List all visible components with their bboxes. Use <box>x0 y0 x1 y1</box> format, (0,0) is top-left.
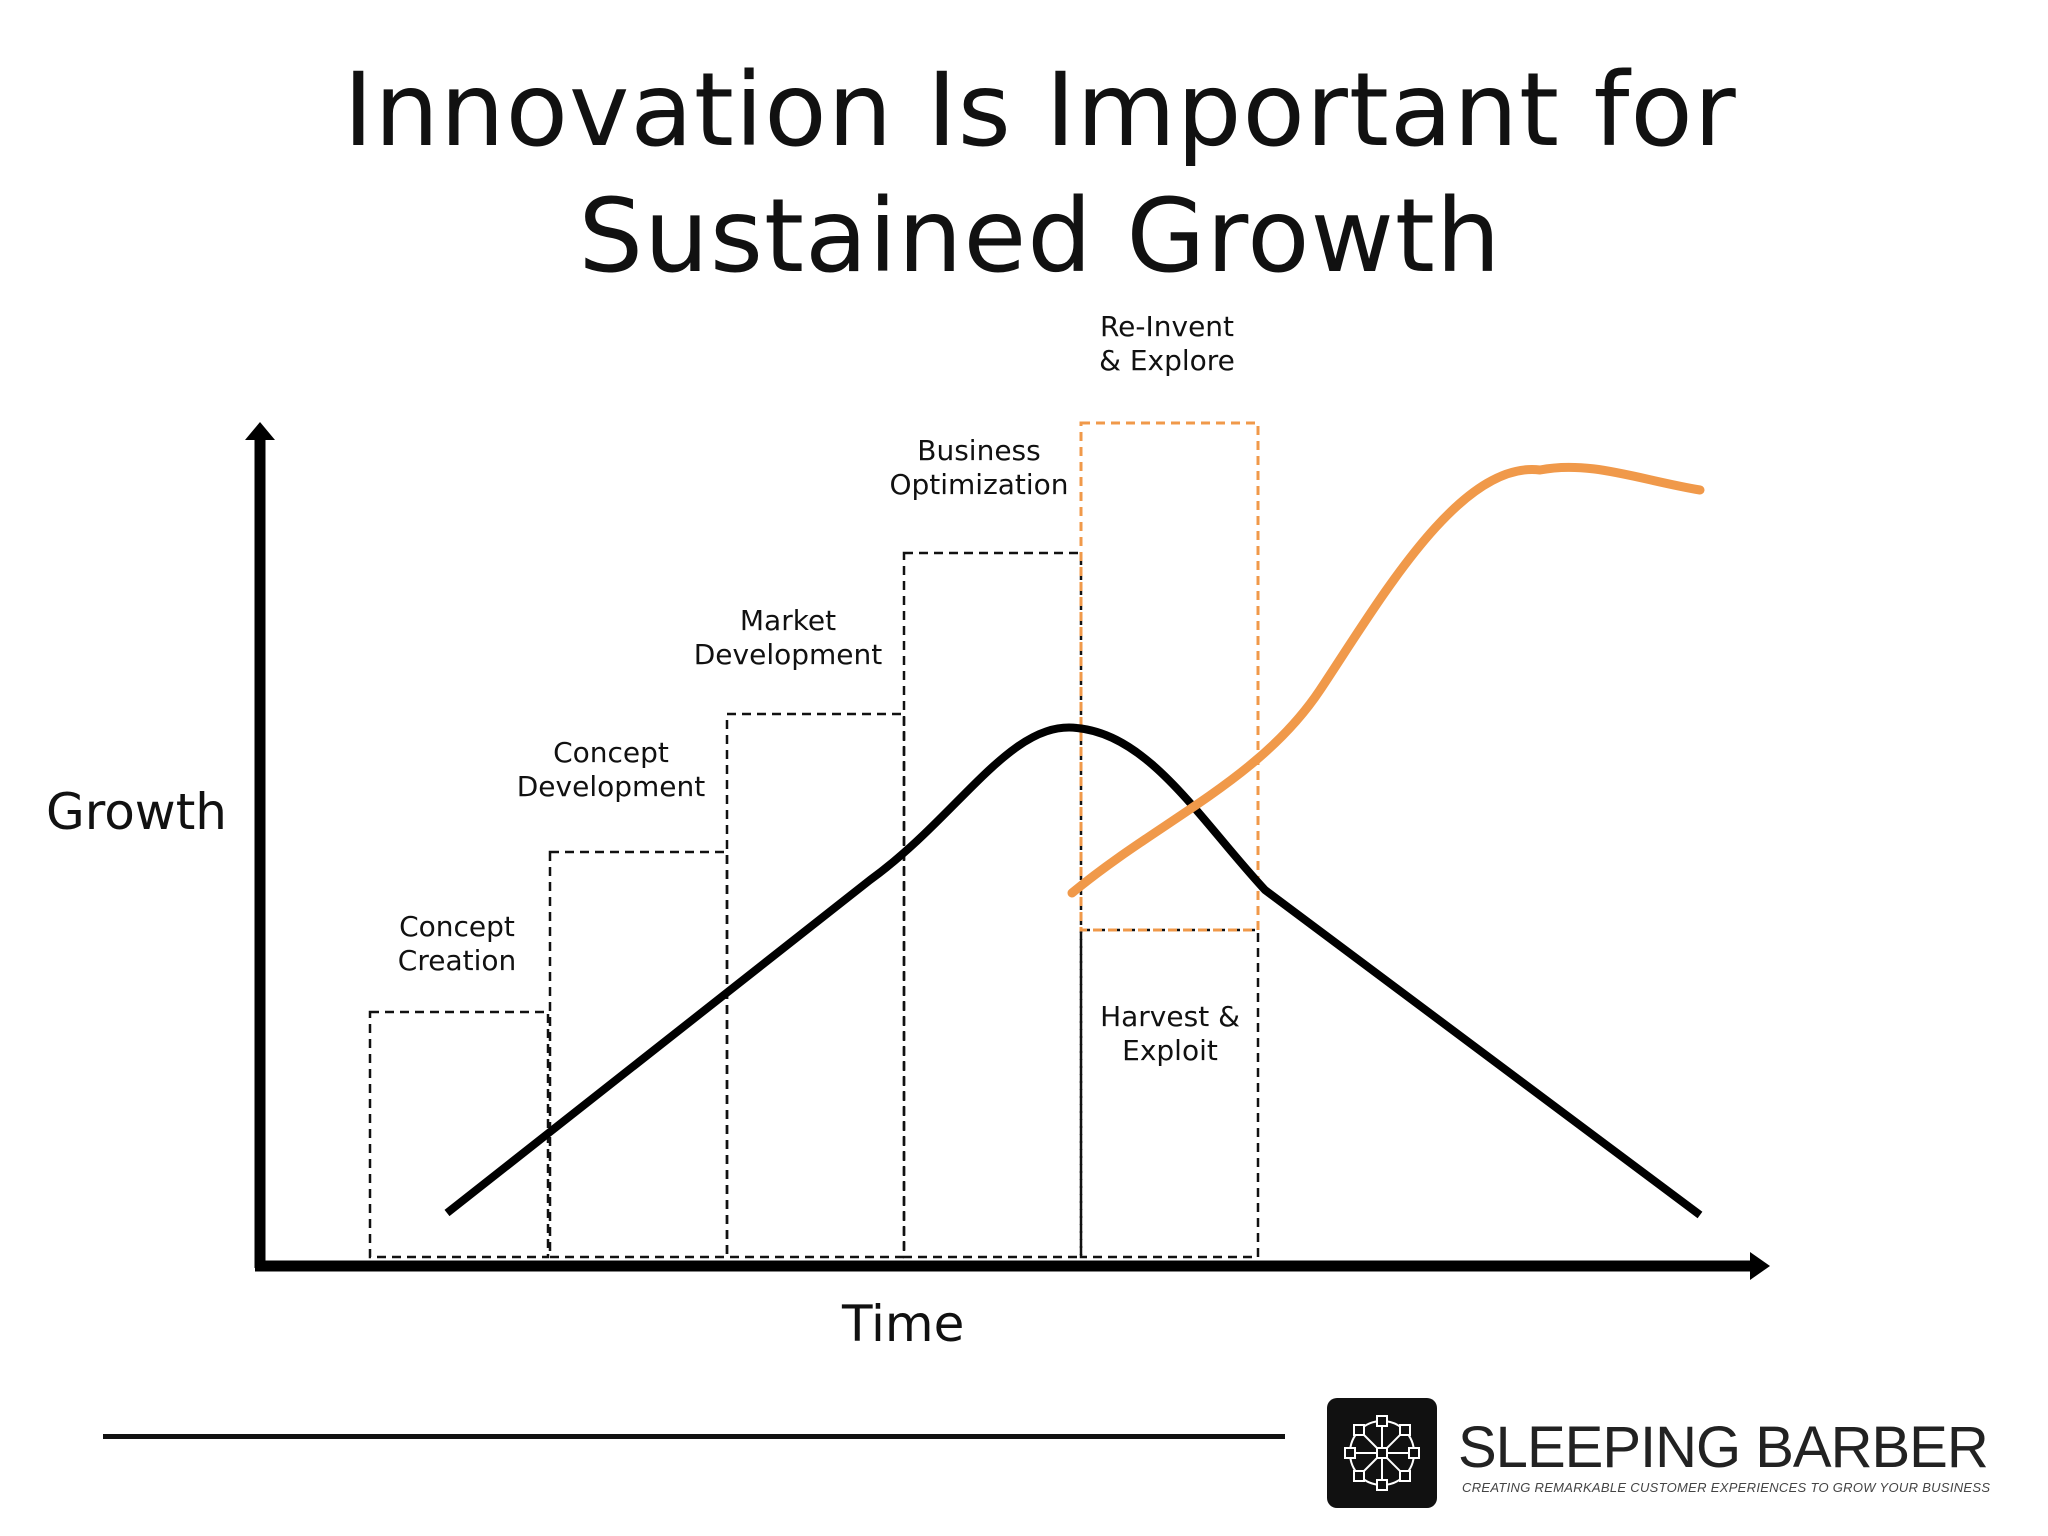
brand-tagline: CREATING REMARKABLE CUSTOMER EXPERIENCES… <box>1462 1480 1991 1495</box>
label-market-development: Market Development <box>693 604 883 671</box>
stage-box-concept-creation <box>368 1010 550 1259</box>
innovation-curve <box>1067 462 1705 898</box>
growth-curve <box>444 723 1703 1219</box>
stage-box-business-optimization <box>902 551 1083 1259</box>
label-concept-development: Concept Development <box>516 736 706 803</box>
stage-box-reinvent-explore <box>1079 421 1260 932</box>
label-reinvent-explore: Re-Invent & Explore <box>1099 310 1235 377</box>
slide-title: Innovation Is Important for Sustained Gr… <box>0 48 2048 300</box>
stage-box-market-development <box>725 712 906 1259</box>
y-axis-label: Growth <box>46 783 227 841</box>
label-concept-creation: Concept Creation <box>397 910 517 977</box>
network-wheel-icon <box>1327 1398 1437 1508</box>
brand-name: SLEEPING BARBER <box>1458 1415 1989 1480</box>
label-harvest-exploit: Harvest & Exploit <box>1100 1000 1240 1067</box>
footer-divider <box>103 1434 1285 1439</box>
stage-box-harvest-exploit <box>1079 928 1260 1259</box>
label-business-optimization: Business Optimization <box>889 434 1069 501</box>
title-line-1: Innovation Is Important for <box>343 51 1737 170</box>
title-line-2: Sustained Growth <box>578 177 1502 296</box>
x-axis-label: Time <box>842 1295 965 1353</box>
x-axis-arrow <box>1750 1252 1770 1280</box>
y-axis-arrow <box>245 422 275 440</box>
